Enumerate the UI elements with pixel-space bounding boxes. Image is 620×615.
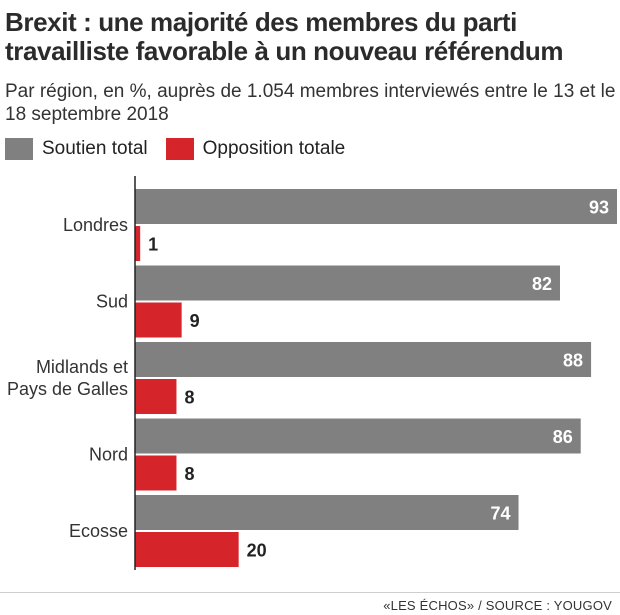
bar-opposition bbox=[135, 532, 239, 567]
category-label: Sud bbox=[96, 292, 128, 312]
data-label-soutien: 86 bbox=[553, 427, 573, 447]
data-label-soutien: 74 bbox=[490, 504, 510, 524]
data-label-soutien: 93 bbox=[589, 198, 609, 218]
data-label-soutien: 88 bbox=[563, 351, 583, 371]
bar-soutien bbox=[135, 265, 560, 301]
category-label: Ecosse bbox=[69, 521, 128, 541]
category-label: Londres bbox=[63, 215, 128, 235]
bar-opposition bbox=[135, 379, 177, 414]
data-label-opposition: 8 bbox=[184, 388, 194, 408]
data-label-opposition: 1 bbox=[148, 235, 158, 255]
category-label: Midlands et bbox=[36, 357, 128, 377]
source-credit: «LES ÉCHOS» / SOURCE : YOUGOV bbox=[383, 598, 612, 613]
bar-soutien bbox=[135, 418, 581, 454]
bar-opposition bbox=[135, 302, 182, 338]
data-label-soutien: 82 bbox=[532, 274, 552, 294]
legend-item-soutien: Soutien total bbox=[5, 138, 148, 160]
bar-soutien bbox=[135, 495, 519, 530]
data-label-opposition: 8 bbox=[184, 464, 194, 484]
bar-soutien bbox=[135, 342, 592, 377]
bar-opposition bbox=[135, 226, 141, 261]
legend-item-opposition: Opposition totale bbox=[165, 138, 346, 160]
legend-label-opposition: Opposition totale bbox=[202, 138, 346, 159]
data-label-opposition: 9 bbox=[190, 311, 200, 331]
data-label-opposition: 20 bbox=[247, 541, 267, 561]
chart-title: Brexit : une majorité des membres du par… bbox=[5, 7, 564, 66]
legend-label-soutien: Soutien total bbox=[42, 138, 148, 159]
bar-soutien bbox=[135, 189, 617, 224]
legend-swatch-opposition bbox=[165, 138, 194, 160]
chart-subtitle: Par région, en %, auprès de 1.054 membre… bbox=[5, 81, 616, 125]
legend: Soutien total Opposition totale bbox=[5, 137, 363, 161]
bar-opposition bbox=[135, 455, 177, 491]
legend-swatch-soutien bbox=[5, 138, 33, 160]
category-label: Nord bbox=[89, 445, 128, 465]
category-label: Pays de Galles bbox=[7, 379, 128, 399]
footer-divider bbox=[0, 592, 620, 593]
